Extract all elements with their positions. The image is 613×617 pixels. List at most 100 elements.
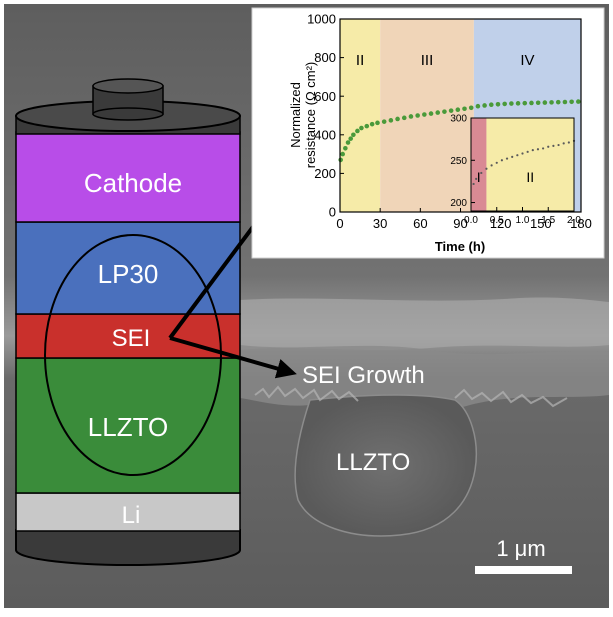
chart-region-2 <box>380 19 474 212</box>
chart-data-point <box>502 101 507 107</box>
chart-data-point <box>401 115 407 121</box>
inset-data-point <box>567 141 570 144</box>
inset-data-point <box>552 144 555 147</box>
inset-y-tick-label: 200 <box>450 198 467 209</box>
chart-data-point <box>576 99 581 104</box>
chart-x-tick-label: 120 <box>490 216 512 231</box>
chart-ylabel: Normalizedresistance (Ω cm²) <box>288 62 318 169</box>
inset-y-tick-label: 300 <box>450 114 467 125</box>
inset-region-label: II <box>526 169 534 185</box>
inset-data-point <box>490 164 493 167</box>
chart-data-point <box>428 111 434 116</box>
chart-data-point <box>515 101 521 106</box>
chart-data-point <box>468 105 474 111</box>
chart-y-tick-label: 600 <box>314 89 336 104</box>
inset-x-tick-label: 1.5 <box>541 215 555 226</box>
chart-region-1 <box>340 19 381 212</box>
chart-x-tick-label: 180 <box>570 216 592 231</box>
chart-data-point <box>359 125 364 131</box>
inset-region-2 <box>486 118 574 211</box>
chart-data-point <box>355 128 360 134</box>
chart-data-point <box>345 140 351 145</box>
chart-y-tick-label: 400 <box>314 127 336 142</box>
inset-region-1 <box>471 118 487 211</box>
chart-x-tick-label: 90 <box>453 216 467 231</box>
chart-data-point <box>482 103 487 108</box>
cathode-label: Cathode <box>84 168 182 198</box>
chart-y-tick-label: 1000 <box>307 12 336 27</box>
chart-data-point <box>475 103 481 109</box>
inset-region-label: I <box>477 169 481 185</box>
inset-data-point <box>485 167 488 170</box>
chart-region-label: IV <box>520 52 534 69</box>
chart-data-point <box>442 109 447 114</box>
chart-data-point <box>381 119 387 124</box>
chart-x-tick-label: 60 <box>413 216 427 231</box>
llzto-layer <box>15 357 241 494</box>
chart-data-point <box>549 100 554 105</box>
inset-x-tick-label: 2.0 <box>567 215 581 226</box>
sei-layer <box>15 313 241 359</box>
chart-data-point <box>569 99 574 105</box>
inset-data-point <box>557 143 560 147</box>
arrow-to-sei-growth <box>169 336 297 379</box>
interface-ellipse <box>44 234 222 476</box>
resistance-chart: II III IV 0 30 60 90 120 150 1800200400600800100… <box>251 7 605 259</box>
chart-y-tick-label: 200 <box>314 166 336 181</box>
chart-data-point <box>495 102 501 107</box>
inset-y-tick-label: 250 <box>450 156 467 167</box>
chart-data-point <box>542 100 548 105</box>
chart-data-point <box>348 136 354 141</box>
chart-data-point <box>408 114 414 119</box>
chart-data-point <box>338 157 343 163</box>
inset-data-point <box>511 155 514 158</box>
inset-data-point <box>516 154 519 157</box>
chart-data-point <box>369 121 375 127</box>
chart-y-tick-label: 0 <box>329 205 336 220</box>
inset-x-tick-label: 0.0 <box>464 215 478 226</box>
inset-data-point <box>495 161 498 164</box>
chart-x-tick-label: 30 <box>373 216 387 231</box>
chart-data-point <box>462 106 467 112</box>
inset-data-point <box>475 177 478 180</box>
chart-data-point <box>395 116 400 122</box>
chart-data-point <box>522 100 528 106</box>
inset-data-point <box>542 147 545 150</box>
chart-data-point <box>529 100 534 106</box>
chart-x-tick-label: 0 <box>336 216 343 231</box>
inset-data-point <box>526 150 529 153</box>
inset-data-point <box>531 149 534 152</box>
lp30-label: LP30 <box>98 259 159 289</box>
chart-data-point <box>555 99 561 105</box>
scale-bar <box>475 566 572 574</box>
chart-data-point <box>562 99 568 105</box>
li-layer <box>15 492 241 532</box>
chart-data-point <box>364 123 370 129</box>
chart-data-point <box>375 120 380 126</box>
chart-data-point <box>509 101 514 106</box>
chart-y-tick-label: 800 <box>314 50 336 65</box>
inset-data-point <box>472 182 475 186</box>
inset-data-point <box>547 145 550 148</box>
chart-region-label: III <box>421 52 434 69</box>
cathode-layer <box>15 131 241 223</box>
chart-data-point <box>351 132 356 138</box>
chart-data-point <box>455 107 461 113</box>
scale-bar-label: 1 μm <box>496 536 545 561</box>
inset-data-point <box>536 148 540 151</box>
chart-data-point <box>343 146 348 151</box>
chart-data-point <box>422 112 427 117</box>
sei-growth-label: SEI Growth <box>302 362 425 389</box>
chart-x-tick-label: 150 <box>530 216 552 231</box>
lp30-layer <box>15 221 241 315</box>
chart-data-point <box>435 110 441 115</box>
chart-xlabel: Time (h) <box>435 239 485 254</box>
llzto-sem-label: LLZTO <box>336 449 410 476</box>
inset-data-point <box>521 152 524 155</box>
chart-data-point <box>488 102 494 107</box>
chart-data-point <box>340 151 345 157</box>
inset-data-point <box>562 142 565 145</box>
sei-label: SEI <box>112 325 151 352</box>
